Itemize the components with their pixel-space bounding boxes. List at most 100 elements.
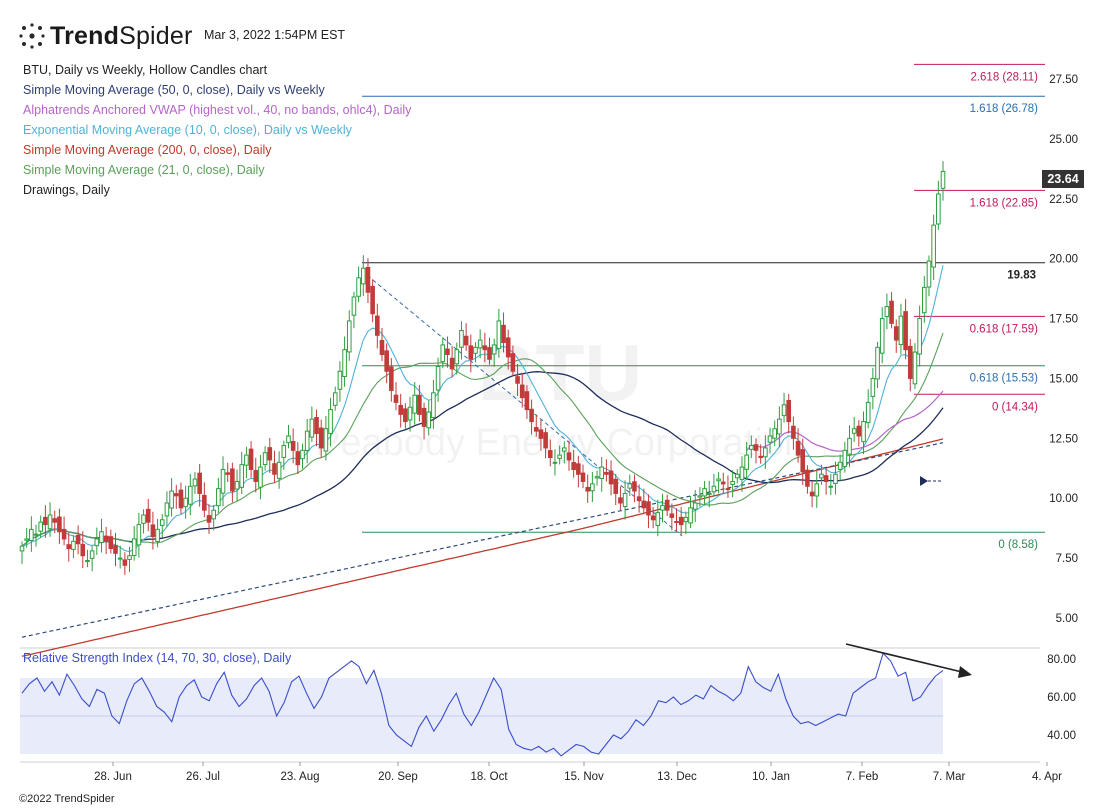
candle-body — [777, 418, 782, 435]
candle-body — [272, 463, 277, 475]
candle-body — [618, 497, 623, 504]
candle-body — [127, 555, 132, 560]
candle-body — [318, 427, 324, 449]
candle-body — [837, 461, 843, 470]
rsi-legend[interactable]: Relative Strength Index (14, 70, 30, clo… — [23, 651, 292, 665]
candle-body — [734, 473, 740, 479]
candle-body — [926, 260, 932, 288]
candle-body — [141, 514, 146, 524]
candle-body — [697, 495, 703, 498]
candle-body — [851, 428, 857, 434]
candle-body — [281, 445, 287, 458]
fib-level-label: 2.618 (28.11) — [970, 71, 1038, 83]
candle-body — [800, 449, 806, 473]
candle-body — [749, 445, 754, 450]
candle-body — [842, 449, 848, 467]
brand-header: TrendSpider — [18, 22, 193, 50]
candle-body — [856, 425, 862, 437]
candle-body — [627, 483, 633, 489]
candle-body — [763, 447, 768, 458]
legend-sma200[interactable]: Simple Moving Average (200, 0, close), D… — [23, 143, 272, 157]
candle-body — [931, 224, 936, 268]
candle-body — [57, 516, 62, 533]
candle-body — [459, 330, 464, 348]
fib-level-label: 0.618 (15.53) — [970, 373, 1039, 385]
legend-sma21[interactable]: Simple Moving Average (21, 0, close), Da… — [23, 163, 265, 177]
date-tick-label: 7. Mar — [933, 771, 966, 783]
candle-body — [150, 524, 156, 538]
legend-sma50[interactable]: Simple Moving Average (50, 0, close), Da… — [23, 83, 325, 97]
candle-body — [122, 559, 128, 566]
divergence-arrow-head — [958, 666, 972, 678]
legend-ema10[interactable]: Exponential Moving Average (10, 0, close… — [23, 123, 352, 137]
divergence-arrow-line — [845, 643, 963, 673]
candle-body — [613, 478, 619, 494]
candle-body — [753, 444, 759, 451]
candle-body — [337, 370, 343, 390]
candle-body — [861, 421, 866, 443]
fib-level-label: 0.618 (17.59) — [970, 323, 1039, 335]
candle-body — [360, 267, 366, 285]
copyright: ©2022 TrendSpider — [19, 793, 115, 805]
candle-body — [482, 345, 488, 351]
candle-body — [131, 538, 137, 556]
candle-body — [206, 515, 212, 523]
date-tick-label: 13. Dec — [657, 771, 697, 783]
legend-drawings[interactable]: Drawings, Daily — [23, 183, 110, 197]
candle-body — [99, 531, 104, 543]
candle-body — [426, 411, 432, 429]
candle-body — [805, 469, 810, 487]
candle-body — [435, 365, 441, 391]
candle-body — [604, 471, 609, 475]
candle-body — [239, 464, 245, 488]
candle-body — [519, 384, 525, 399]
date-tick-label: 10. Jan — [752, 771, 790, 783]
candle-body — [664, 499, 670, 511]
candle-body — [398, 404, 403, 415]
candle-body — [692, 502, 698, 510]
candle-body — [375, 315, 380, 336]
price-tick-label: 27.50 — [1049, 74, 1078, 86]
candle-body — [907, 345, 913, 379]
candle-body — [155, 528, 160, 542]
price-tick-label: 5.00 — [1056, 613, 1078, 625]
candle-body — [248, 448, 254, 470]
candle-body — [220, 468, 226, 494]
candle-body — [351, 296, 357, 316]
candle-body — [108, 536, 114, 550]
candle-body — [884, 306, 890, 318]
date-tick-label: 26. Jul — [186, 771, 220, 783]
candle-body — [529, 408, 534, 423]
fib-level-label: 1.618 (22.85) — [970, 197, 1039, 209]
candle-body — [19, 545, 25, 552]
candle-body — [253, 470, 259, 482]
candle-body — [917, 318, 922, 355]
legend-anchored-vwap[interactable]: Alphatrends Anchored VWAP (highest vol.,… — [23, 103, 412, 117]
candle-body — [674, 521, 679, 524]
fib-level-label: 0 (14.34) — [992, 401, 1038, 413]
candle-body — [510, 353, 516, 372]
candle-body — [571, 462, 576, 470]
legend-chart-title[interactable]: BTU, Daily vs Weekly, Hollow Candles cha… — [23, 63, 268, 77]
candle-body — [870, 377, 876, 397]
candle-body — [744, 454, 749, 470]
candle-body — [113, 544, 118, 554]
candle-body — [66, 544, 72, 550]
trendspider-logo-icon — [19, 23, 45, 49]
candle-body — [702, 488, 707, 497]
candle-body — [346, 320, 352, 353]
rsi-line — [21, 652, 944, 757]
candle-body — [622, 492, 628, 507]
candle-body — [576, 463, 581, 475]
candle-body — [912, 351, 918, 385]
candle-body — [893, 326, 899, 341]
candle-body — [533, 427, 539, 432]
candle-body — [365, 266, 371, 293]
date-tick-label: 23. Aug — [280, 771, 319, 783]
candle-body — [524, 391, 530, 411]
ema10-line — [21, 265, 944, 553]
brand-name: TrendSpider — [50, 21, 193, 50]
candle-body — [267, 447, 273, 461]
